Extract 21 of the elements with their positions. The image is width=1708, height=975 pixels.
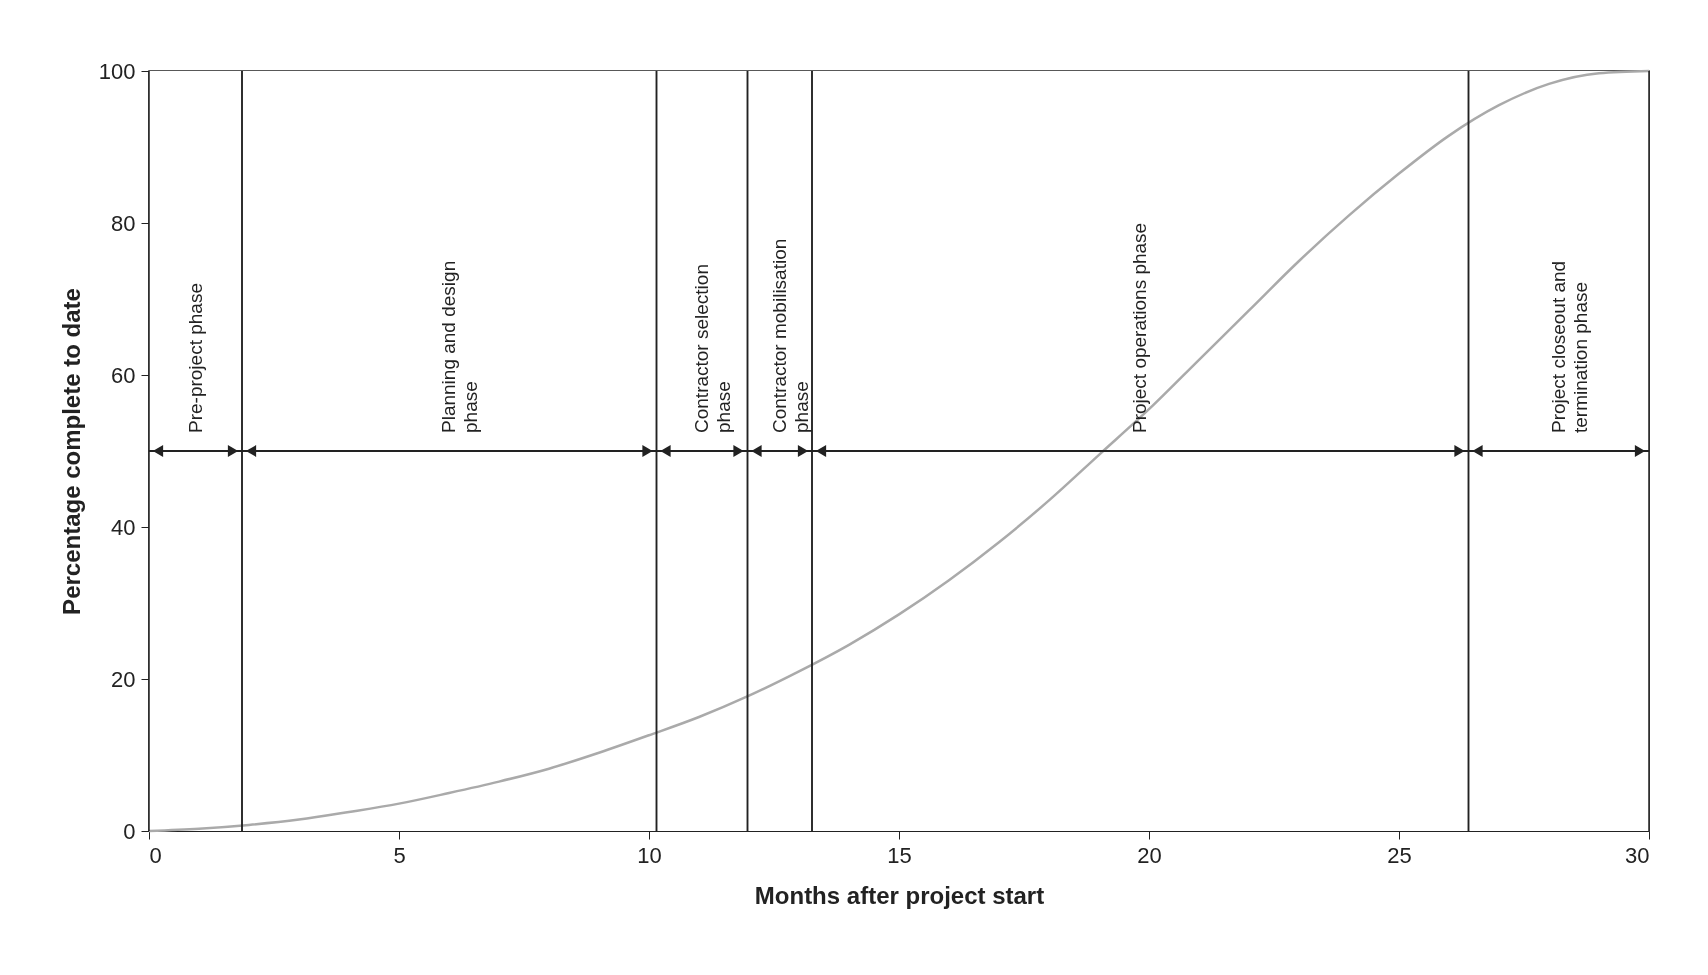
- x-tick-label: 15: [887, 842, 912, 868]
- y-tick-label: 0: [123, 818, 136, 844]
- band-label: Pre-project phase: [184, 283, 206, 433]
- band-label: Planning and design phase: [438, 260, 482, 433]
- x-axis-title: Months after project start: [754, 881, 1045, 909]
- y-tick-label: 80: [111, 210, 136, 236]
- y-tick-label: 20: [111, 666, 136, 692]
- band-label: Contractor mobilisation phase: [768, 238, 812, 433]
- y-tick-label: 60: [111, 362, 136, 388]
- band-label: Project closeout and termination phase: [1547, 260, 1591, 433]
- x-tick-label: 20: [1137, 842, 1162, 868]
- y-axis-title: Percentage complete to date: [57, 288, 85, 615]
- x-tick-label: 25: [1387, 842, 1412, 868]
- band-label: Project operations phase: [1129, 222, 1151, 433]
- band-label: Contractor selection phase: [691, 264, 734, 433]
- x-tick-label: 10: [637, 842, 662, 868]
- x-tick-label: 0: [149, 842, 162, 868]
- y-tick-label: 100: [98, 58, 136, 84]
- y-tick-label: 40: [111, 514, 136, 540]
- x-tick-label: 5: [393, 842, 406, 868]
- x-tick-label: 30: [1625, 842, 1650, 868]
